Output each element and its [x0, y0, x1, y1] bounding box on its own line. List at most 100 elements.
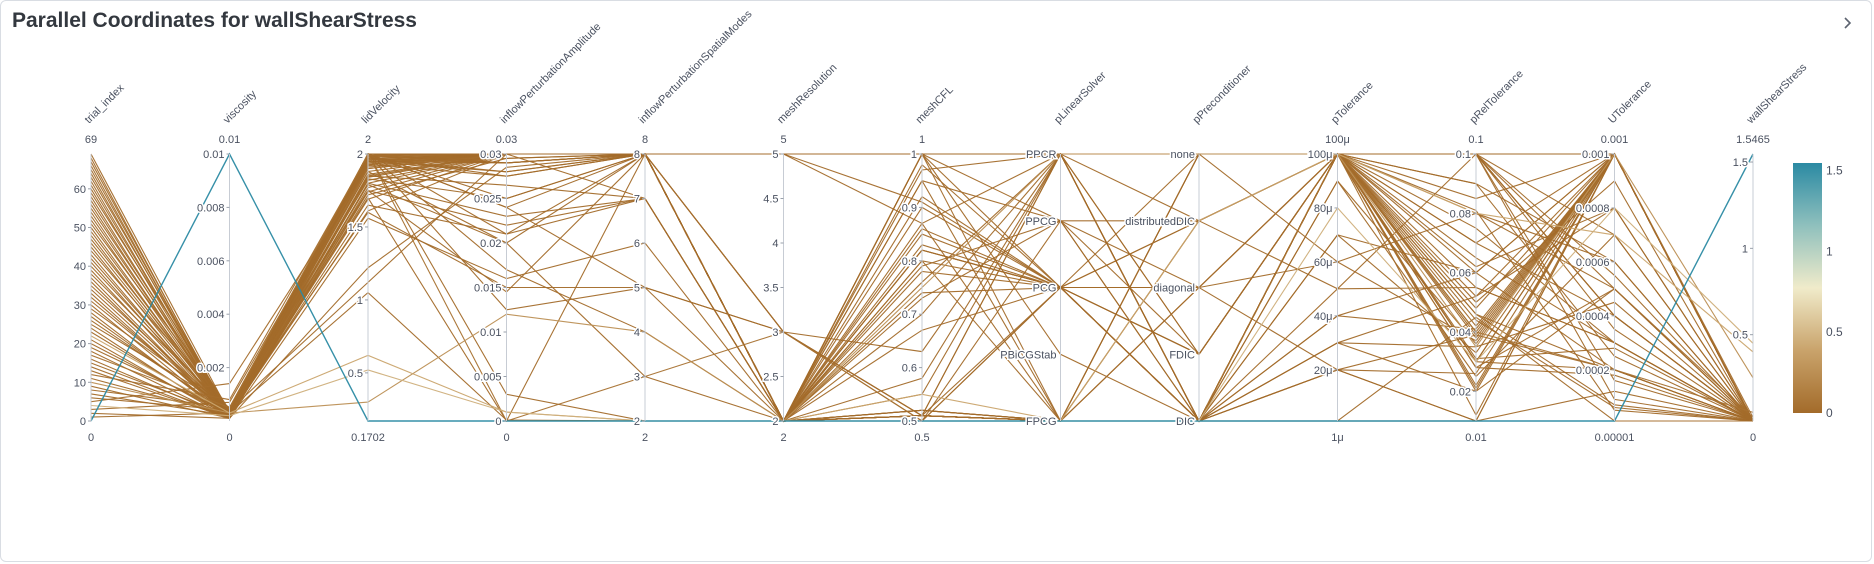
axis-tick-label: 100μ: [1308, 149, 1333, 161]
axis-tick-label: 0.08: [1450, 208, 1471, 220]
axis-tick-label: 0.1: [1456, 149, 1471, 161]
axis-min-label: 0.00001: [1595, 432, 1635, 444]
axis-lidVelocity[interactable]: lidVelocity 2 0.1702 0.5 1 1.5 2: [346, 83, 403, 444]
axis-max-label: 2: [365, 134, 371, 146]
axis-title: inflowPerturbationSpatialModes: [637, 8, 755, 126]
axis-tick-label: 0.025: [474, 194, 502, 206]
axis-max-label: 0.001: [1601, 134, 1629, 146]
axis-tick-label: 0.006: [197, 256, 225, 268]
axis-tick-label: 0.8: [902, 256, 917, 268]
axis-min-label: 0: [503, 432, 509, 444]
axis-tick-label: 60: [74, 184, 86, 196]
axis-tick-label: 5: [772, 149, 778, 161]
axis-tick-label: 2: [772, 416, 778, 428]
axis-tick-label: 0.001: [1582, 149, 1610, 161]
axis-inflowPerturbationAmplitude[interactable]: inflowPerturbationAmplitude 0.03 00 0.005 0.…: [472, 21, 604, 444]
axis-tick-label: distributedDIC: [1125, 216, 1195, 228]
axis-tick-label: 0.0006: [1576, 257, 1610, 269]
axis-tick-label: 0.0002: [1576, 365, 1610, 377]
axis-max-label: 5: [780, 134, 786, 146]
axis-tick-label: 40: [74, 261, 86, 273]
colorbar-tick-label: 0.5: [1826, 325, 1843, 339]
axis-title: meshResolution: [775, 62, 839, 126]
axis-tick-label: 6: [634, 238, 640, 250]
axis-min-label: 1μ: [1331, 432, 1343, 444]
axis-title: pRelTolerance: [1468, 68, 1526, 126]
axis-tick-label: 0.02: [480, 238, 501, 250]
axis-tick-label: 7: [634, 194, 640, 206]
axis-tick-label: 1: [911, 149, 917, 161]
axis-tick-label: 4: [772, 238, 778, 250]
axis-tick-label: 80μ: [1314, 203, 1333, 215]
axis-title: inflowPerturbationAmplitude: [498, 21, 603, 126]
axis-max-label: 100μ: [1325, 134, 1350, 146]
axis-max-label: 0.03: [496, 134, 517, 146]
axis-max-label: 1: [919, 134, 925, 146]
axis-tick-label: 0.005: [474, 372, 502, 384]
axis-tick-label: 0.03: [480, 149, 501, 161]
axis-tick-label: 3: [634, 372, 640, 384]
axis-tick-label: 10: [74, 377, 86, 389]
axis-tick-label: 3: [772, 327, 778, 339]
axis-min-label: 0: [1750, 432, 1756, 444]
axis-title: pPreconditioner: [1191, 63, 1254, 126]
axis-tick-label: DIC: [1176, 416, 1195, 428]
axis-pRelTolerance[interactable]: pRelTolerance 0.1 0.01 0.02 0.04 0.06 0.08 0.1: [1448, 68, 1526, 444]
axis-tick-label: 0.5: [1733, 330, 1748, 342]
axis-tick-label: 8: [634, 149, 640, 161]
axis-tick-label: 0.5: [348, 368, 363, 380]
axis-title: UTolerance: [1606, 78, 1654, 126]
expand-button[interactable]: [1835, 11, 1859, 35]
axis-tick-label: 0.015: [474, 283, 502, 295]
axis-tick-label: 3.5: [763, 283, 778, 295]
axis-tick-label: 60μ: [1314, 257, 1333, 269]
axis-tick-label: diagonal: [1153, 283, 1195, 295]
axis-tick-label: FPCG: [1026, 416, 1057, 428]
axis-tick-label: 1: [357, 295, 363, 307]
axis-tick-label: 0.7: [902, 309, 917, 321]
axis-min-label: 2: [780, 432, 786, 444]
axis-tick-label: 5: [634, 283, 640, 295]
axis-tick-label: PBiCGStab: [1000, 349, 1056, 361]
chevron-right-icon: [1844, 17, 1852, 29]
axis-tick-label: 40μ: [1314, 311, 1333, 323]
axis-title: wallShearStress: [1744, 61, 1810, 127]
axis-tick-label: 4: [634, 327, 640, 339]
axis-tick-label: 1: [1742, 243, 1748, 255]
axis-tick-label: FDIC: [1169, 349, 1195, 361]
colorbar-tick-label: 0: [1826, 406, 1833, 420]
axis-min-label: 0.5: [914, 432, 929, 444]
axis-tick-label: 0.01: [203, 149, 224, 161]
axis-tick-label: 0.0008: [1576, 203, 1610, 215]
axis-tick-label: 1.5: [1733, 157, 1748, 169]
axis-tick-label: 0.002: [197, 363, 225, 375]
axis-min-label: 0: [226, 432, 232, 444]
axis-tick-label: PPCG: [1025, 216, 1056, 228]
axis-title: viscosity: [221, 88, 259, 126]
axis-trial_index[interactable]: trial_index 69 00 10 20 30 40 50 60: [72, 82, 127, 444]
axis-tick-label: 0.9: [902, 202, 917, 214]
axis-min-label: 0.01: [1465, 432, 1486, 444]
axis-max-label: 1.5465: [1736, 134, 1770, 146]
axis-tick-label: 0: [495, 416, 501, 428]
axis-tick-label: 0.02: [1450, 386, 1471, 398]
axis-title: trial_index: [83, 82, 127, 126]
axis-tick-label: 20: [74, 339, 86, 351]
axis-tick-label: 30: [74, 300, 86, 312]
axis-min-label: 0.1702: [351, 432, 385, 444]
axis-tick-label: PPCR: [1026, 149, 1057, 161]
axis-tick-label: 0.06: [1450, 268, 1471, 280]
axis-title: pLinearSolver: [1052, 69, 1109, 126]
axis-tick-label: 0.0004: [1576, 311, 1610, 323]
axis-tick-label: 2: [357, 149, 363, 161]
axis-tick-label: 50: [74, 223, 86, 235]
axis-title: meshCFL: [914, 84, 956, 126]
colorbar-tick-label: 1.5: [1826, 164, 1843, 178]
axis-max-label: 0.01: [219, 134, 240, 146]
axis-title: lidVelocity: [360, 83, 403, 126]
axis-tick-label: 1.5: [348, 222, 363, 234]
colorbar: [1793, 163, 1822, 413]
axis-tick-label: 0.6: [902, 363, 917, 375]
axis-tick-label: 0.5: [902, 416, 917, 428]
